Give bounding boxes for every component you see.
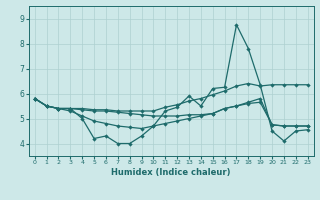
- X-axis label: Humidex (Indice chaleur): Humidex (Indice chaleur): [111, 168, 231, 177]
